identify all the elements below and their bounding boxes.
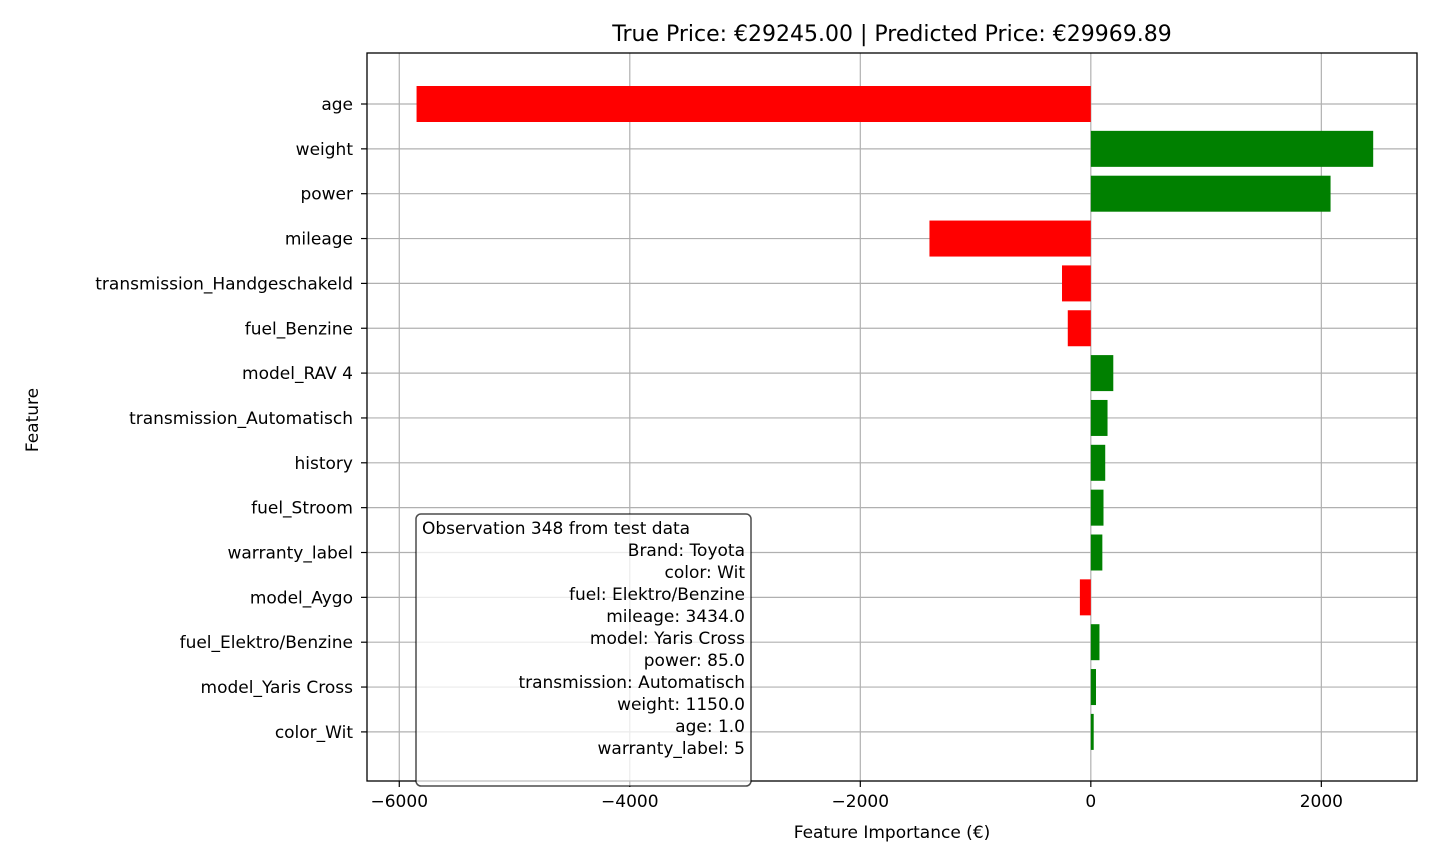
x-tick-label: 0 xyxy=(1085,792,1096,812)
y-tick-label: power xyxy=(300,185,353,205)
bar-model-rav-4 xyxy=(1090,355,1114,392)
annotation-line: weight: 1150.0 xyxy=(617,695,745,715)
bar-mileage xyxy=(929,220,1091,257)
y-tick-label: model_Aygo xyxy=(250,588,353,608)
y-tick-label: age xyxy=(321,95,353,115)
annotation-line: transmission: Automatisch xyxy=(518,673,745,693)
annotation-line: Observation 348 from test data xyxy=(422,519,690,539)
y-tick-label: fuel_Benzine xyxy=(245,319,353,339)
bar-model-yaris-cross xyxy=(1090,669,1097,706)
y-tick-label: history xyxy=(295,454,353,474)
bar-warranty-label xyxy=(1090,534,1103,571)
chart-title: True Price: €29245.00 | Predicted Price:… xyxy=(611,22,1171,47)
y-tick-label: fuel_Elektro/Benzine xyxy=(180,633,353,653)
bar-fuel-benzine xyxy=(1067,310,1091,347)
annotation-line: power: 85.0 xyxy=(644,651,745,671)
bar-transmission-handgeschakeld xyxy=(1062,265,1091,302)
ticks-layer: −6000 −4000 −2000 0 2000 age weight power mileag… xyxy=(95,95,1343,812)
annotation-line: model: Yaris Cross xyxy=(590,629,745,649)
annotation-line: warranty_label: 5 xyxy=(598,739,745,759)
x-axis-label: Feature Importance (€) xyxy=(794,823,991,843)
y-tick-label: color_Wit xyxy=(275,723,354,743)
bar-transmission-automatisch xyxy=(1090,399,1108,436)
x-tick-label: −4000 xyxy=(601,792,659,812)
y-tick-label: warranty_label xyxy=(227,544,353,564)
bar-fuel-elektro-benzine xyxy=(1090,624,1100,661)
y-tick-label: weight xyxy=(296,140,354,160)
bar-history xyxy=(1090,444,1106,481)
annotation-line: Brand: Toyota xyxy=(628,541,745,561)
x-tick-label: −2000 xyxy=(832,792,890,812)
bar-color-wit xyxy=(1090,713,1094,750)
annotation-line: mileage: 3434.0 xyxy=(606,607,745,627)
plot-frame xyxy=(366,52,1418,782)
y-tick-label: transmission_Handgeschakeld xyxy=(95,274,353,294)
y-tick-label: fuel_Stroom xyxy=(251,499,353,519)
bar-age xyxy=(416,86,1091,122)
annotation-frame xyxy=(415,513,752,787)
bar-power xyxy=(1090,175,1331,212)
y-tick-label: transmission_Automatisch xyxy=(129,409,353,429)
x-tick-label: −6000 xyxy=(371,792,429,812)
y-tick-label: mileage xyxy=(285,230,353,250)
y-tick-label: model_Yaris Cross xyxy=(201,678,354,698)
x-tick-label: 2000 xyxy=(1300,792,1343,812)
annotation-line: fuel: Elektro/Benzine xyxy=(569,585,745,605)
annotation-line: color: Wit xyxy=(664,563,745,583)
annotation-line: age: 1.0 xyxy=(675,717,745,737)
y-axis-label: Feature xyxy=(23,388,43,452)
bar-weight xyxy=(1090,130,1374,167)
bar-model-aygo xyxy=(1079,579,1091,616)
bar-fuel-stroom xyxy=(1090,489,1104,526)
y-tick-label: model_RAV 4 xyxy=(242,364,353,384)
bars-layer xyxy=(416,86,1374,750)
grid-layer xyxy=(367,53,1417,781)
